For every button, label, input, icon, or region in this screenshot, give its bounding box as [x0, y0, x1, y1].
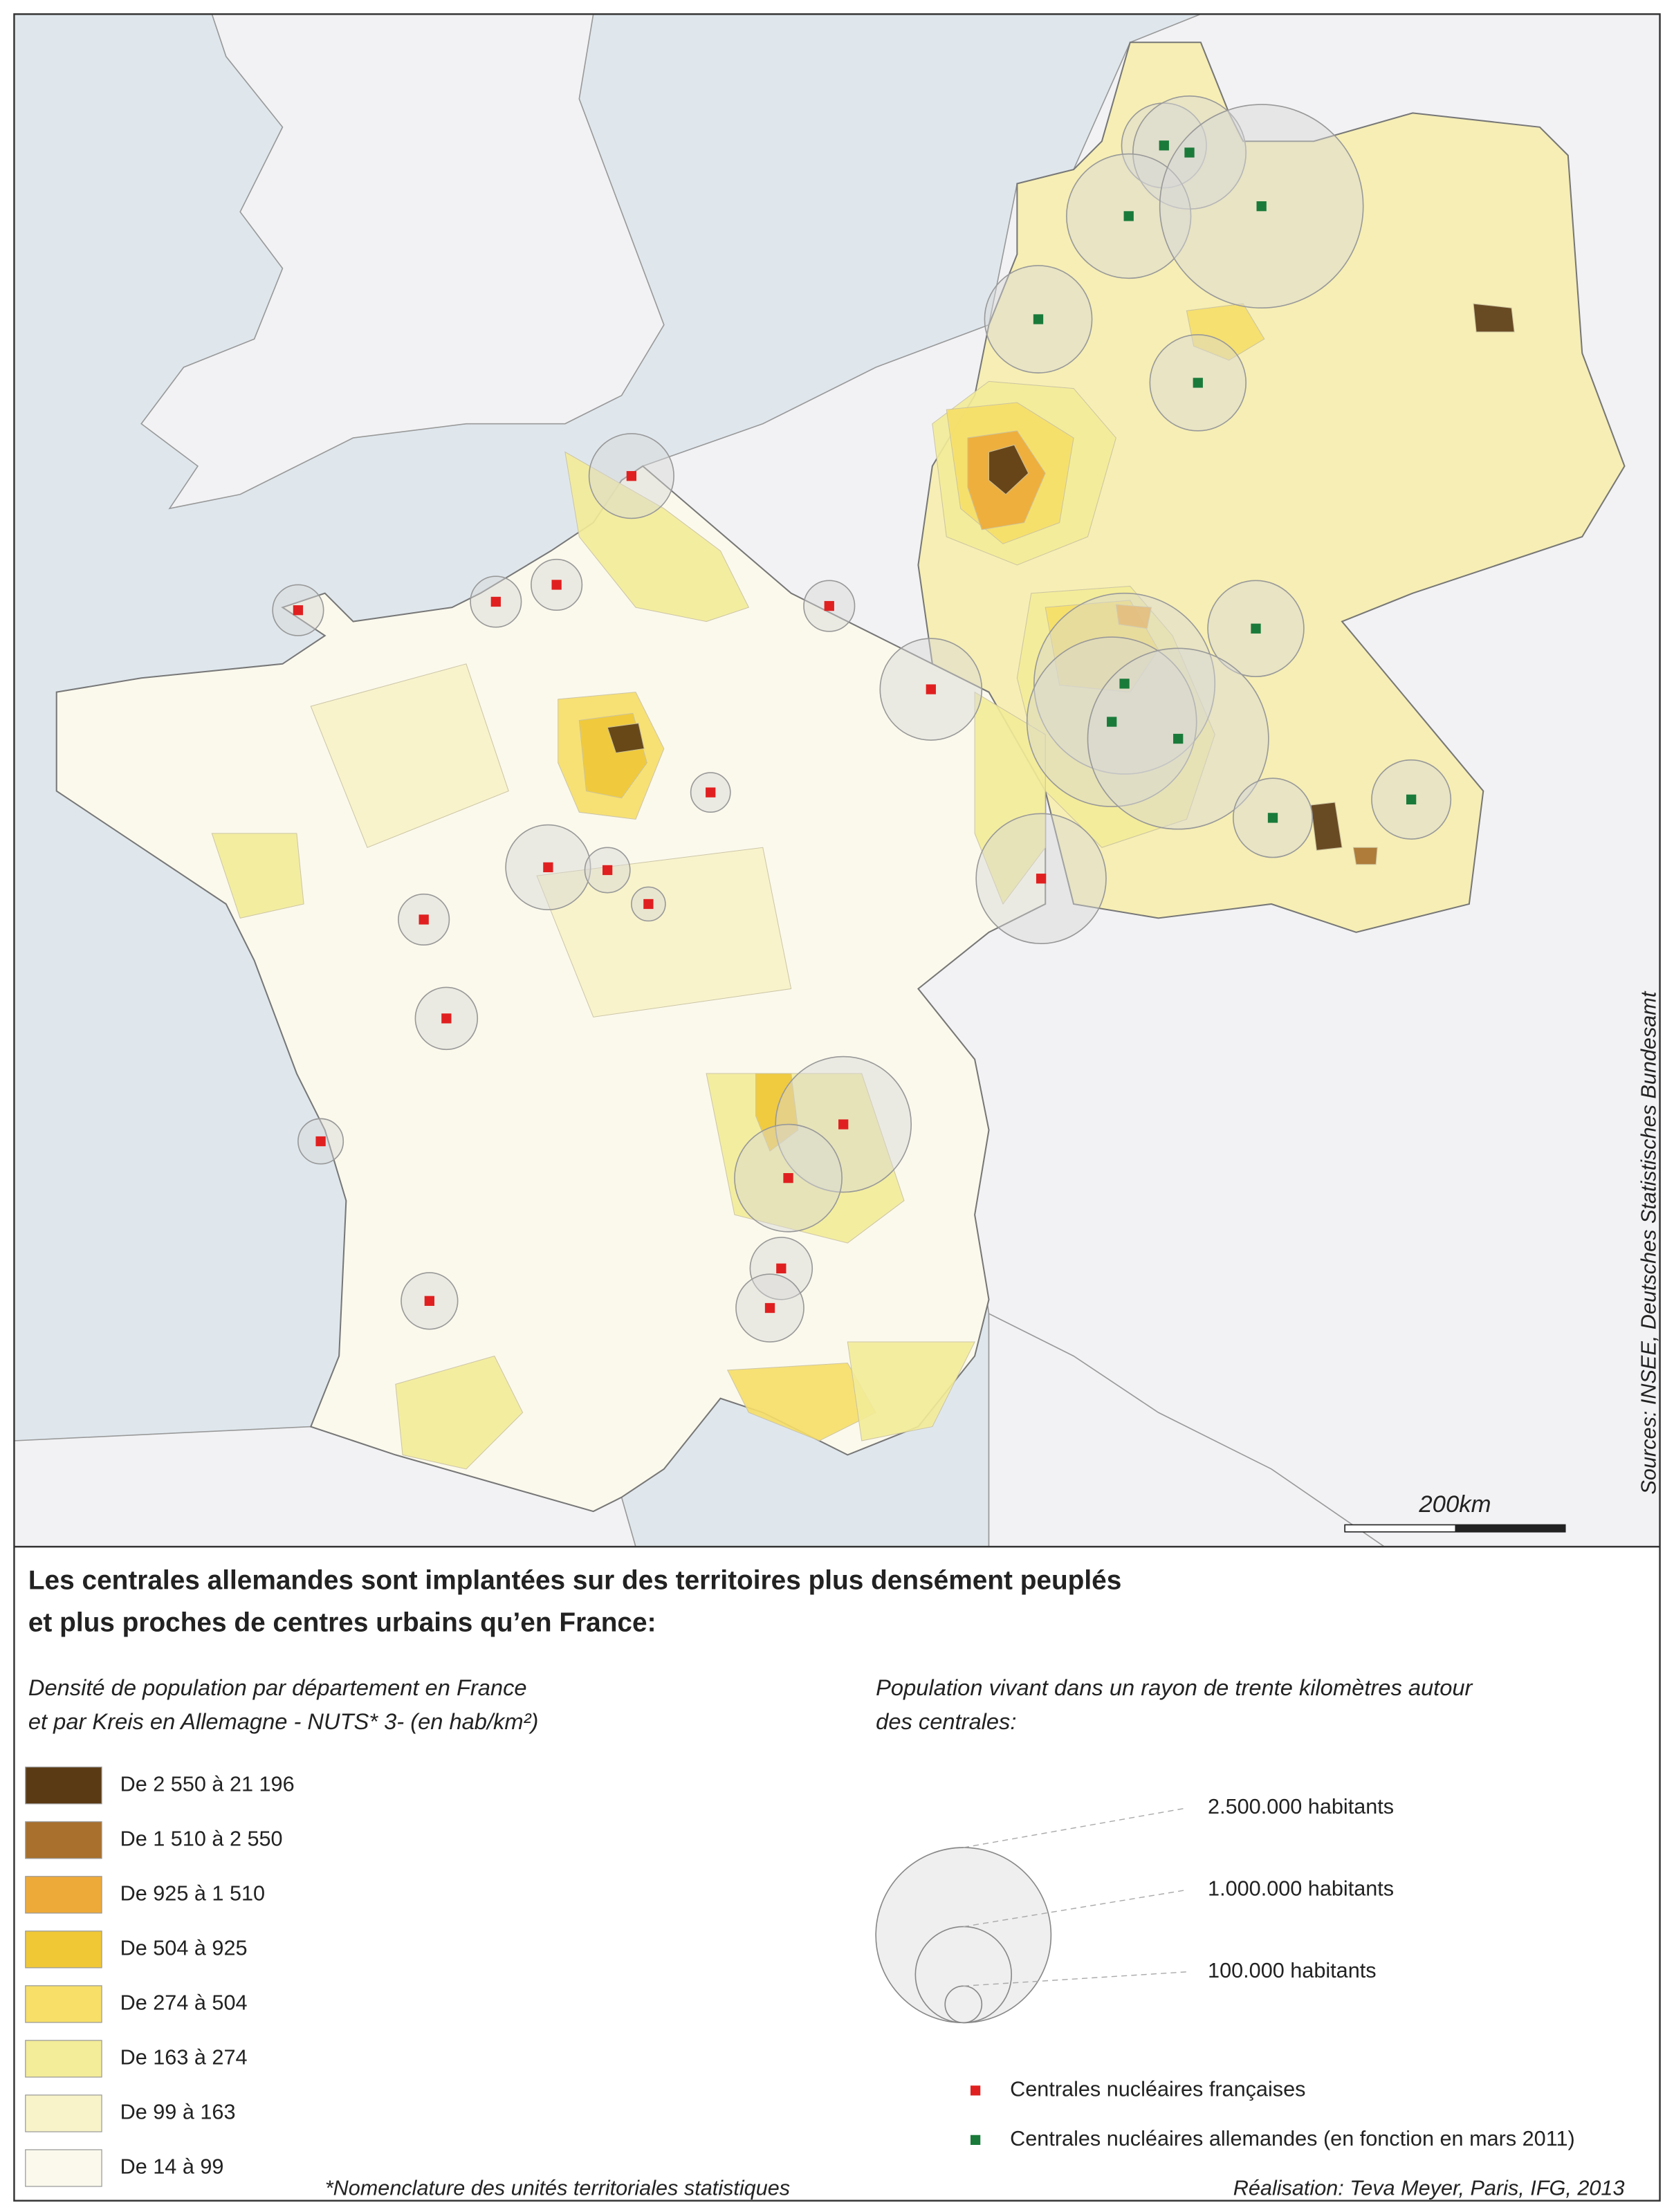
plant	[926, 684, 936, 694]
plant	[643, 898, 654, 910]
plant	[1033, 314, 1044, 324]
plant	[603, 865, 613, 876]
legend-swatch	[25, 1930, 102, 1969]
legend-label: De 925 à 1 510	[120, 1881, 265, 1905]
legend-swatch	[25, 1767, 102, 1805]
legend-leader	[963, 1889, 1187, 1928]
density-patch	[974, 691, 1046, 905]
plant	[626, 471, 637, 481]
plant	[418, 914, 429, 925]
legend-label: 100.000 habitants	[1208, 1959, 1377, 1982]
density-patch	[988, 444, 1029, 495]
plant	[776, 1263, 787, 1273]
legend-title: des centrales:	[876, 1708, 1016, 1734]
legend-leader	[963, 1971, 1187, 1987]
density-patch	[847, 1341, 975, 1441]
plant	[706, 787, 716, 798]
plant	[838, 1119, 849, 1130]
plant	[1406, 794, 1417, 805]
density-patch	[1352, 847, 1378, 865]
density-regions	[211, 303, 1515, 1470]
density-patch	[211, 833, 304, 919]
density-patch	[1115, 604, 1152, 629]
plant	[424, 1296, 434, 1306]
france	[55, 465, 1047, 1513]
title: et plus proches de centres urbains qu’en…	[28, 1608, 656, 1638]
plant	[1184, 147, 1195, 158]
density-patch	[1473, 303, 1515, 333]
plant	[293, 605, 304, 616]
legend: De 2 550 à 21 196 De 1 510 à 2 550 De 925 …	[25, 1767, 1575, 2187]
legend-plant	[970, 2085, 981, 2096]
footnote: *Nomenclature des unités territoriales s…	[325, 2176, 790, 2200]
legend-label: De 2 550 à 21 196	[120, 1772, 295, 1796]
plant	[824, 600, 834, 611]
legend-leader	[963, 1807, 1187, 1848]
legend-label: De 163 à 274	[120, 2046, 248, 2070]
plant	[1123, 211, 1134, 221]
frame	[13, 13, 1661, 2202]
plant	[1256, 201, 1267, 212]
density-patch	[726, 1363, 876, 1441]
density-patch	[395, 1355, 524, 1470]
legend-label: De 274 à 504	[120, 1991, 248, 2014]
legend-title: Population vivant dans un rayon de trent…	[876, 1675, 1473, 1700]
legend-label: Centrales nucléaires allemandes (en fonc…	[1010, 2127, 1575, 2150]
plant	[1173, 733, 1184, 744]
legend-label: De 504 à 925	[120, 1936, 248, 1960]
plant	[764, 1302, 775, 1314]
land-italy	[988, 1312, 1386, 1547]
density-patch	[1186, 303, 1265, 361]
land-uk	[140, 14, 665, 510]
legend-swatch	[25, 1876, 102, 1914]
plant	[1119, 679, 1130, 689]
legend-swatch	[25, 1821, 102, 1859]
legend-swatch	[25, 2040, 102, 2078]
plant	[1159, 140, 1169, 151]
legend-swatch	[25, 2149, 102, 2187]
density-patch	[310, 663, 509, 848]
scale-label: 200km	[1418, 1491, 1491, 1518]
credit: Réalisation: Teva Meyer, Paris, IFG, 201…	[1233, 2176, 1625, 2200]
plant	[1107, 717, 1117, 727]
legend-plant	[970, 2135, 981, 2145]
legend-title: et par Kreis en Allemagne - NUTS* 3- (en…	[28, 1708, 538, 1734]
density-patch	[564, 451, 750, 623]
plant	[1267, 813, 1278, 823]
sources: Sources: INSEE, Deutsches Statistisches …	[1637, 990, 1660, 1494]
legend-circle	[944, 1985, 983, 2024]
plant	[315, 1136, 326, 1147]
legend-label: De 1 510 à 2 550	[120, 1827, 283, 1850]
title: Les centrales allemandes sont implantées…	[28, 1565, 1121, 1595]
plants	[272, 95, 1452, 1343]
map: 200km Sources: INSEE, Deutsches Statisti…	[14, 14, 1660, 1547]
legend-swatch	[25, 2094, 102, 2132]
plant	[551, 580, 562, 590]
density-patch	[1310, 802, 1343, 851]
legend-swatch	[25, 1985, 102, 2023]
plant	[490, 596, 501, 607]
legend-label: 2.500.000 habitants	[1208, 1795, 1394, 1818]
plant	[441, 1013, 452, 1024]
legend-label: 1.000.000 habitants	[1208, 1877, 1394, 1900]
legend-label: De 14 à 99	[120, 2155, 224, 2179]
legend-title: Densité de population par département en…	[28, 1675, 527, 1700]
legend-label: De 99 à 163	[120, 2101, 236, 2124]
plant	[1036, 874, 1047, 884]
plant	[1193, 378, 1203, 388]
density-patch	[536, 847, 792, 1017]
plant	[783, 1173, 793, 1183]
plant	[543, 862, 553, 873]
density-patch	[607, 723, 645, 754]
plant	[1251, 623, 1261, 634]
legend-label: Centrales nucléaires françaises	[1010, 2077, 1305, 2101]
scale-bar-frame	[1344, 1524, 1566, 1533]
